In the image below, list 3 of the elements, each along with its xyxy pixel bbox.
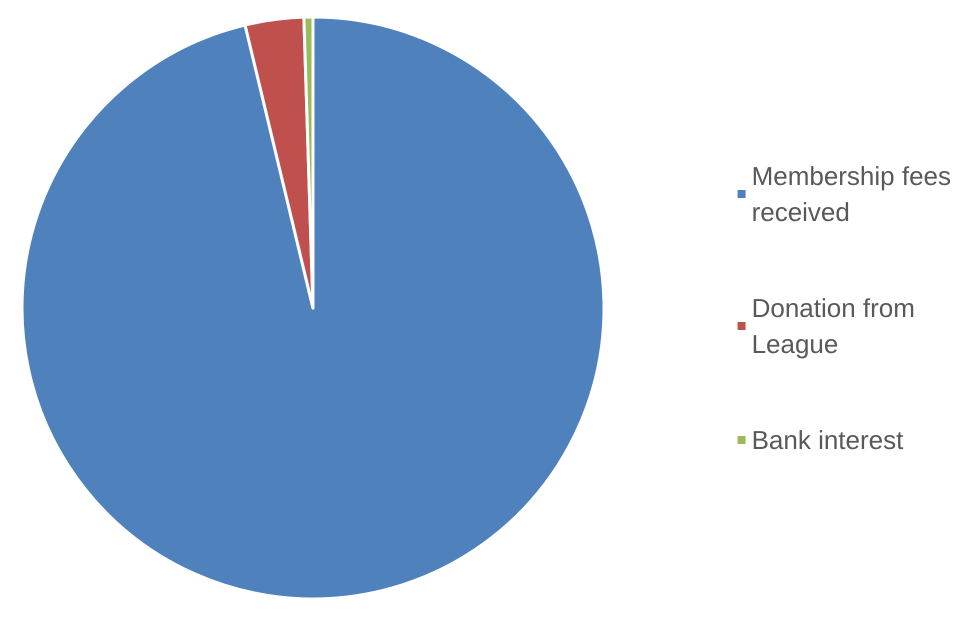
legend-label: Donation from League [752,293,915,359]
legend-label: Membership fees received [752,161,952,227]
legend-label: Bank interest [752,425,904,455]
